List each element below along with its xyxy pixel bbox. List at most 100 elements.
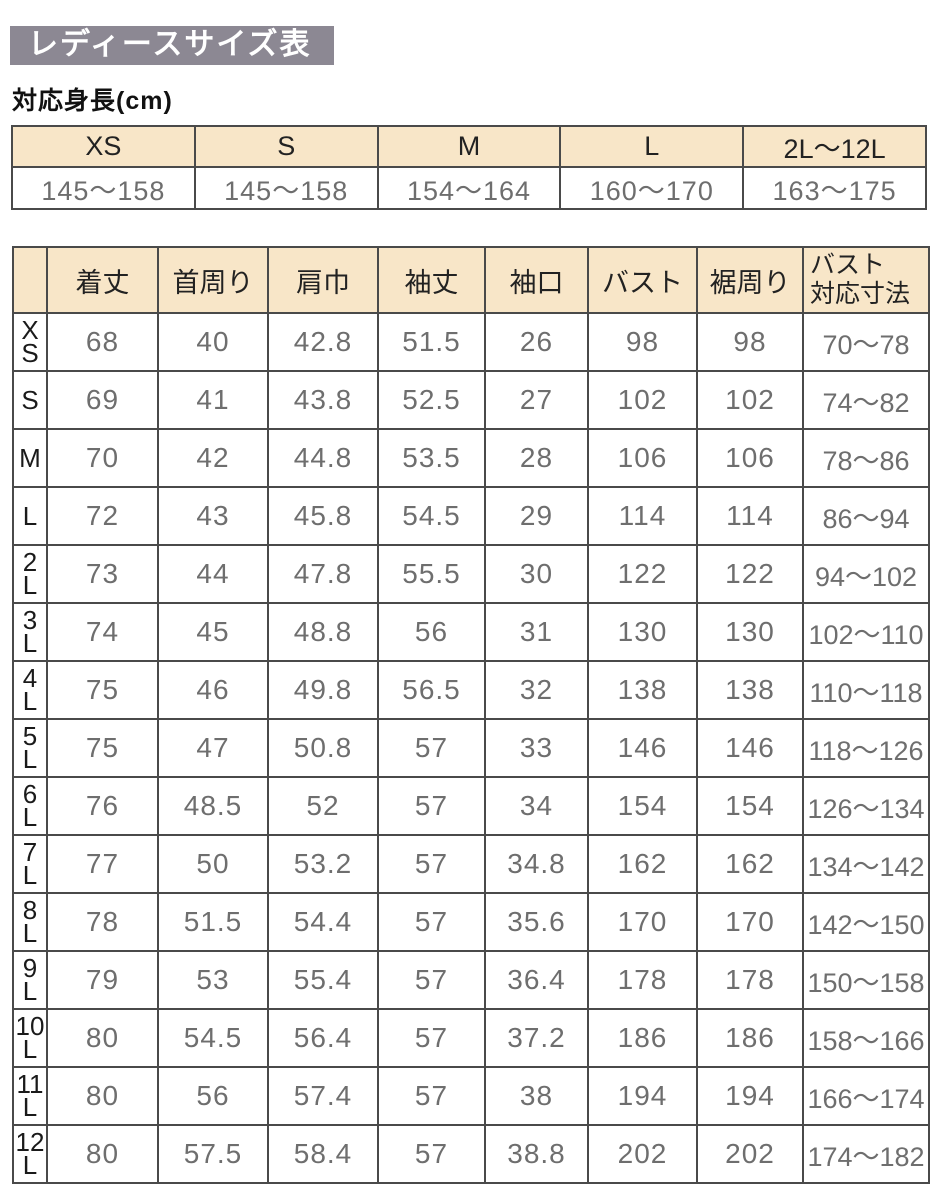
size-value: 202 [587,1124,698,1184]
size-value: 56 [157,1066,269,1126]
size-value: 75 [46,718,159,778]
size-value: 75 [46,660,159,720]
size-value: 110～118 [802,660,930,720]
size-value: 73 [46,544,159,604]
height-table-header-row: XS S M L 2L～12L [11,125,927,168]
height-range-value: 145～158 [11,166,196,210]
size-value: 57.4 [267,1066,379,1126]
height-range-value: 154～164 [376,166,562,210]
size-value: 150～158 [802,950,930,1010]
size-value: 55.4 [267,950,379,1010]
size-value: 28 [484,428,589,488]
size-row: 5 L 75 47 50.8 57 33 146 146 118～126 [12,718,930,778]
size-value: 51.5 [157,892,269,952]
size-value: 56.4 [267,1008,379,1068]
size-value: 55.5 [377,544,486,604]
size-value: 43 [157,486,269,546]
size-value: 51.5 [377,312,486,372]
size-value: 80 [46,1124,159,1184]
size-value: 134～142 [802,834,930,894]
size-value: 158～166 [802,1008,930,1068]
size-value: 98 [587,312,698,372]
size-value: 102 [587,370,698,430]
size-value: 29 [484,486,589,546]
size-value: 138 [696,660,804,720]
size-value: 57 [377,718,486,778]
height-range-value: 145～158 [193,166,379,210]
size-value: 72 [46,486,159,546]
size-value: 57.5 [157,1124,269,1184]
size-value: 146 [696,718,804,778]
size-row-label: 9 L [12,950,48,1010]
height-table-label: 対応身長(cm) [12,87,173,115]
size-value: 43.8 [267,370,379,430]
size-value: 78 [46,892,159,952]
size-value: 57 [377,776,486,836]
size-value: 74～82 [802,370,930,430]
size-value: 114 [587,486,698,546]
size-value: 54.4 [267,892,379,952]
size-row-label: 5 L [12,718,48,778]
size-value: 70～78 [802,312,930,372]
size-value: 114 [696,486,804,546]
size-value: 126～134 [802,776,930,836]
size-value: 166～174 [802,1066,930,1126]
size-value: 162 [587,834,698,894]
size-value: 178 [696,950,804,1010]
size-row-label: M [12,428,48,488]
size-value: 33 [484,718,589,778]
size-value: 52.5 [377,370,486,430]
size-value: 57 [377,1008,486,1068]
corner-cell [12,246,48,314]
page-title: レディースサイズ表 [10,26,334,65]
size-value: 56 [377,602,486,662]
size-value: 40 [157,312,269,372]
size-value: 54.5 [157,1008,269,1068]
size-row: 8 L 78 51.5 54.4 57 35.6 170 170 142～150 [12,892,930,952]
height-range-value: 160～170 [559,166,745,210]
size-value: 106 [587,428,698,488]
size-value: 162 [696,834,804,894]
size-value: 53.2 [267,834,379,894]
size-row: 9 L 79 53 55.4 57 36.4 178 178 150～158 [12,950,930,1010]
size-table: 着丈 首周り 肩巾 袖丈 袖口 バスト 裾周り バスト 対応寸法 X S 68 40 42.8 51.… [12,246,930,1184]
size-value: 42 [157,428,269,488]
size-value: 30 [484,544,589,604]
size-row-label: S [12,370,48,430]
size-value: 37.2 [484,1008,589,1068]
size-value: 38.8 [484,1124,589,1184]
size-row-label: 4 L [12,660,48,720]
size-value: 57 [377,1124,486,1184]
size-value: 44 [157,544,269,604]
size-row-label: L [12,486,48,546]
size-row: 12 L 80 57.5 58.4 57 38.8 202 202 174～182 [12,1124,930,1184]
size-row: 7 L 77 50 53.2 57 34.8 162 162 134～142 [12,834,930,894]
size-value: 53.5 [377,428,486,488]
size-row: 3 L 74 45 48.8 56 31 130 130 102～110 [12,602,930,662]
size-value: 80 [46,1008,159,1068]
size-value: 49.8 [267,660,379,720]
size-row-label: 10 L [12,1008,48,1068]
size-value: 76 [46,776,159,836]
size-col-header: バスト 対応寸法 [802,246,930,314]
size-value: 31 [484,602,589,662]
size-value: 154 [587,776,698,836]
size-value: 52 [267,776,379,836]
size-value: 26 [484,312,589,372]
size-value: 70 [46,428,159,488]
size-value: 27 [484,370,589,430]
size-value: 32 [484,660,589,720]
size-col-header: 肩巾 [267,246,379,314]
size-col-header: 袖口 [484,246,589,314]
size-row: 10 L 80 54.5 56.4 57 37.2 186 186 158～166 [12,1008,930,1068]
size-row-label: 12 L [12,1124,48,1184]
size-value: 41 [157,370,269,430]
height-size-header: XS [11,125,196,168]
size-value: 78～86 [802,428,930,488]
size-value: 53 [157,950,269,1010]
size-value: 194 [696,1066,804,1126]
size-value: 69 [46,370,159,430]
size-value: 86～94 [802,486,930,546]
size-row-label: 2 L [12,544,48,604]
size-value: 106 [696,428,804,488]
